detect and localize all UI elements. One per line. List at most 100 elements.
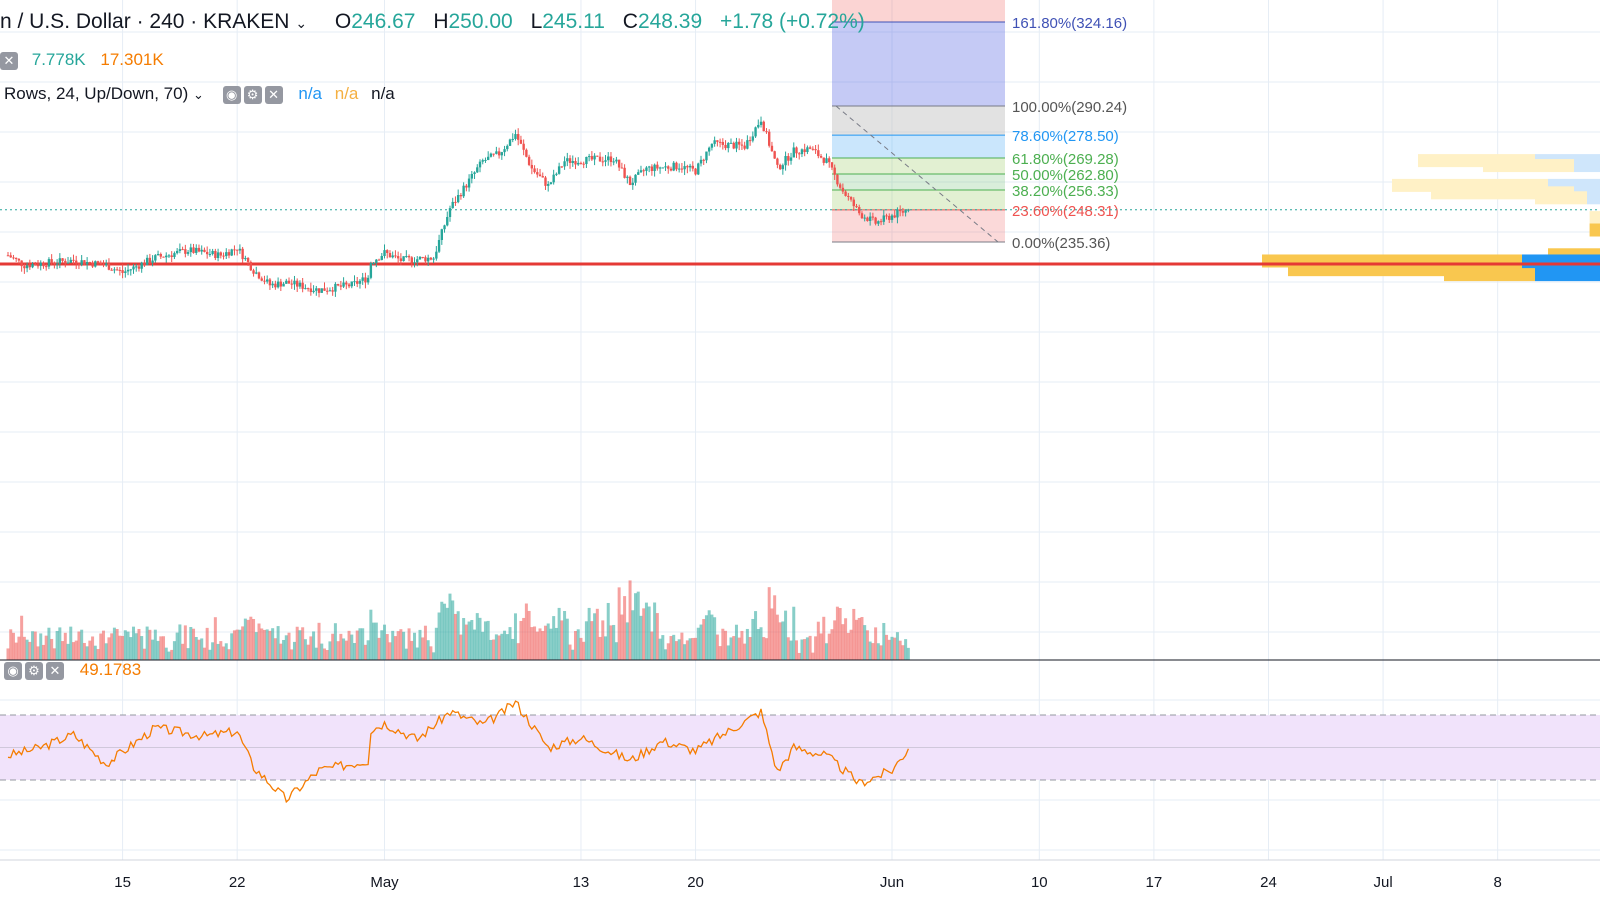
volume-bar: [399, 629, 403, 660]
candle-body: [601, 161, 604, 163]
gear-icon[interactable]: ⚙: [25, 661, 43, 680]
chevron-down-icon[interactable]: ⌄: [295, 15, 308, 31]
rsi-value: 49.1783: [79, 660, 142, 679]
volume-bar: [860, 617, 864, 660]
candle-body: [620, 167, 624, 169]
volume-bar: [887, 639, 891, 660]
volume-bar: [301, 627, 305, 660]
volume-bar: [565, 618, 569, 660]
candle-body: [77, 263, 81, 265]
volume-bar: [601, 620, 605, 660]
volume-bar: [576, 629, 580, 660]
volume-bar: [825, 643, 828, 660]
candle-body: [798, 153, 801, 155]
candle-body: [383, 250, 386, 257]
volume-bar: [189, 626, 193, 660]
volume-bar: [93, 645, 97, 660]
volume-bar: [764, 638, 768, 660]
volume-bar: [374, 622, 378, 660]
candle-body: [473, 172, 476, 174]
volume-bar: [606, 602, 610, 660]
volume-bar: [279, 643, 283, 660]
volume-bar: [192, 628, 196, 660]
eye-icon[interactable]: ◉: [222, 85, 241, 104]
volume-bar: [751, 618, 755, 660]
volume-bar: [426, 640, 430, 660]
x-tick-label: 13: [573, 874, 590, 891]
volume-bar: [437, 612, 441, 660]
fib-level-label: 78.60%(278.50): [1012, 128, 1119, 145]
candle-body: [91, 262, 94, 267]
volume-bar: [467, 621, 471, 660]
volume-bar: [186, 648, 190, 660]
gear-icon[interactable]: ⚙: [243, 85, 262, 104]
volume-bar: [658, 638, 662, 660]
volume-bar: [129, 637, 133, 660]
volume-bar: [363, 644, 367, 660]
volume-bar: [855, 619, 859, 660]
candle-body: [604, 160, 607, 162]
close-icon[interactable]: ✕: [0, 51, 18, 70]
candle-body: [165, 255, 168, 258]
volume-bar: [303, 639, 307, 660]
candle-body: [579, 162, 583, 164]
candle-body: [181, 249, 184, 251]
candle-body: [555, 173, 558, 175]
volume-bar: [66, 643, 70, 660]
volume-bar: [202, 647, 206, 660]
x-tick-label: Jul: [1373, 874, 1392, 891]
close-icon[interactable]: ✕: [264, 85, 283, 104]
candle-body: [203, 249, 206, 252]
candle-body: [727, 143, 730, 149]
volume-bar: [413, 632, 417, 660]
candle-body: [432, 258, 435, 260]
volume-bar: [112, 627, 116, 660]
candle-body: [279, 281, 283, 287]
time-axis[interactable]: 1522May1320Jun101724Jul815: [114, 874, 1600, 891]
candle-body: [219, 252, 223, 256]
volume-bar: [904, 639, 908, 660]
volume-bar: [598, 636, 602, 660]
candle-body: [568, 158, 572, 163]
volume-bar: [767, 587, 771, 660]
fibonacci-retracement[interactable]: 161.80%(324.16) 100.00%(290.24) 78.60%(278…: [0, 0, 1600, 252]
candle-body: [69, 259, 72, 263]
volume-bar: [322, 648, 326, 660]
candle-body: [293, 280, 296, 285]
vpvr-settings-label[interactable]: Rows, 24, Up/Down, 70): [4, 84, 189, 103]
candle-body: [115, 269, 119, 271]
volume-bar: [852, 608, 856, 660]
volume-bar: [699, 624, 703, 660]
volume-bar: [6, 648, 10, 660]
candle-body: [80, 260, 83, 265]
interval-label[interactable]: 240: [149, 10, 185, 33]
volume-bar: [156, 640, 160, 660]
volume-bar: [295, 626, 299, 660]
volume-bar: [257, 623, 261, 660]
candle-body: [274, 283, 277, 288]
candle-body: [369, 263, 373, 278]
volume-bar: [841, 624, 845, 660]
exchange-label[interactable]: KRAKEN: [203, 10, 290, 33]
volume-bar: [557, 607, 561, 660]
volume-bar: [898, 640, 902, 660]
volume-bar: [617, 587, 621, 660]
change-value: +1.78 (+0.72%): [720, 10, 865, 33]
volume-bar: [568, 644, 572, 660]
separator-dot: ·: [190, 10, 204, 33]
volume-bar: [448, 593, 452, 660]
eye-icon[interactable]: ◉: [4, 661, 22, 680]
fib-level-label: 100.00%(290.24): [1012, 99, 1127, 116]
symbol-name[interactable]: n / U.S. Dollar: [0, 10, 131, 33]
candle-body: [577, 162, 580, 165]
volume-bar: [786, 637, 790, 660]
candle-body: [388, 252, 392, 258]
chevron-down-icon[interactable]: ⌄: [192, 87, 204, 102]
close-icon[interactable]: ✕: [46, 661, 64, 680]
volume-bar: [216, 643, 220, 660]
volume-bar: [620, 614, 624, 660]
candle-body: [83, 260, 86, 265]
candle-body: [768, 131, 771, 146]
volume-bar: [664, 649, 668, 660]
